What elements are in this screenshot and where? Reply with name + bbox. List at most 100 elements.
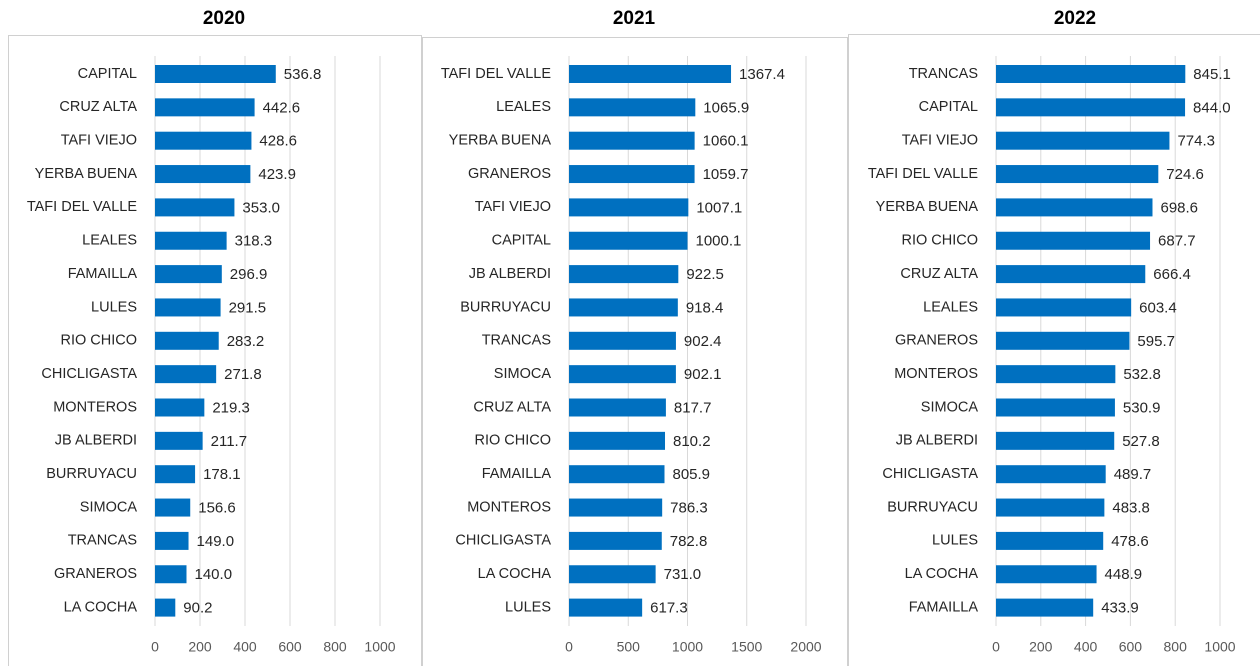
data-label: 483.8 [1112,500,1150,517]
data-label: 428.6 [259,133,297,150]
bar [996,498,1105,517]
bar [569,98,696,117]
data-label: 178.1 [203,466,241,483]
bar [155,565,187,584]
category-label: CAPITAL [492,233,551,249]
category-label: BURRUYACU [46,466,137,482]
data-label: 1000.1 [696,233,742,250]
category-label: LEALES [82,233,137,249]
data-label: 1007.1 [696,199,742,216]
data-label: 1065.9 [703,99,749,116]
bar [155,265,222,284]
category-label: GRANEROS [895,333,978,349]
x-tick-label: 200 [188,639,212,655]
category-label: CAPITAL [78,66,137,82]
category-label: CHICLIGASTA [455,533,551,549]
data-label: 211.7 [211,433,247,450]
category-label: BURRUYACU [887,499,978,515]
bar [569,131,695,150]
bar [155,98,255,117]
bar [569,265,679,284]
category-label: YERBA BUENA [35,166,138,182]
bar [569,531,662,550]
category-label: FAMAILLA [482,466,552,482]
bar [569,165,695,184]
panel-frame [8,35,422,666]
bar [155,465,196,484]
category-label: LULES [505,599,551,615]
x-tick-label: 0 [992,639,1000,655]
data-label: 291.5 [229,299,267,316]
category-label: TAFI VIEJO [902,133,978,149]
bar [569,198,689,217]
bar [569,365,676,384]
x-tick-label: 1000 [672,639,703,655]
data-label: 1060.1 [703,133,749,150]
x-tick-label: 600 [278,639,302,655]
data-label: 532.8 [1123,366,1161,383]
category-label: MONTEROS [53,399,137,415]
x-tick-label: 0 [151,639,159,655]
bar [996,565,1097,584]
category-label: SIMOCA [921,399,979,415]
category-label: RIO CHICO [901,233,978,249]
data-label: 140.0 [195,566,233,583]
bar [996,398,1115,417]
data-label: 595.7 [1137,333,1175,350]
category-label: RIO CHICO [474,433,551,449]
x-tick-label: 0 [565,639,573,655]
bar [155,331,219,350]
bar [569,398,666,417]
bar [996,65,1186,83]
chart-title: 2021 [613,8,656,29]
bar [996,265,1146,284]
bar [996,231,1151,250]
category-label: GRANEROS [54,566,137,582]
data-label: 149.0 [197,533,235,550]
category-label: CHICLIGASTA [882,466,978,482]
bar [996,598,1094,617]
data-label: 1059.7 [703,166,749,183]
category-label: TAFI DEL VALLE [27,199,137,215]
x-tick-label: 2000 [790,639,821,655]
category-label: CRUZ ALTA [900,266,978,282]
category-label: LULES [932,533,978,549]
bar [996,165,1159,184]
category-label: CHICLIGASTA [41,366,137,382]
x-tick-label: 400 [1074,639,1098,655]
bar [569,565,656,584]
category-label: FAMAILLA [909,599,979,615]
category-label: TAFI VIEJO [61,133,137,149]
data-label: 603.4 [1139,299,1177,316]
data-label: 433.9 [1101,600,1139,617]
bar [155,165,251,184]
category-label: SIMOCA [494,366,552,382]
bar [155,431,203,450]
category-label: TAFI DEL VALLE [441,66,551,82]
category-label: JB ALBERDI [55,433,137,449]
category-label: LEALES [923,299,978,315]
category-label: YERBA BUENA [876,199,979,215]
data-label: 271.8 [224,366,262,383]
data-label: 782.8 [670,533,708,550]
category-label: CRUZ ALTA [473,399,551,415]
data-label: 283.2 [227,333,265,350]
category-label: TRANCAS [909,66,978,82]
category-label: JB ALBERDI [896,433,978,449]
data-label: 318.3 [235,233,273,250]
bar [569,231,688,250]
x-tick-label: 1000 [364,639,395,655]
bar [155,598,176,617]
bar [155,398,205,417]
data-label: 724.6 [1166,166,1204,183]
data-label: 666.4 [1153,266,1191,283]
category-label: GRANEROS [468,166,551,182]
data-label: 731.0 [664,566,702,583]
data-label: 805.9 [672,466,710,483]
category-label: TAFI VIEJO [475,199,551,215]
bar [155,198,235,217]
data-label: 478.6 [1111,533,1149,550]
category-label: SIMOCA [80,499,138,515]
bar [996,431,1115,450]
